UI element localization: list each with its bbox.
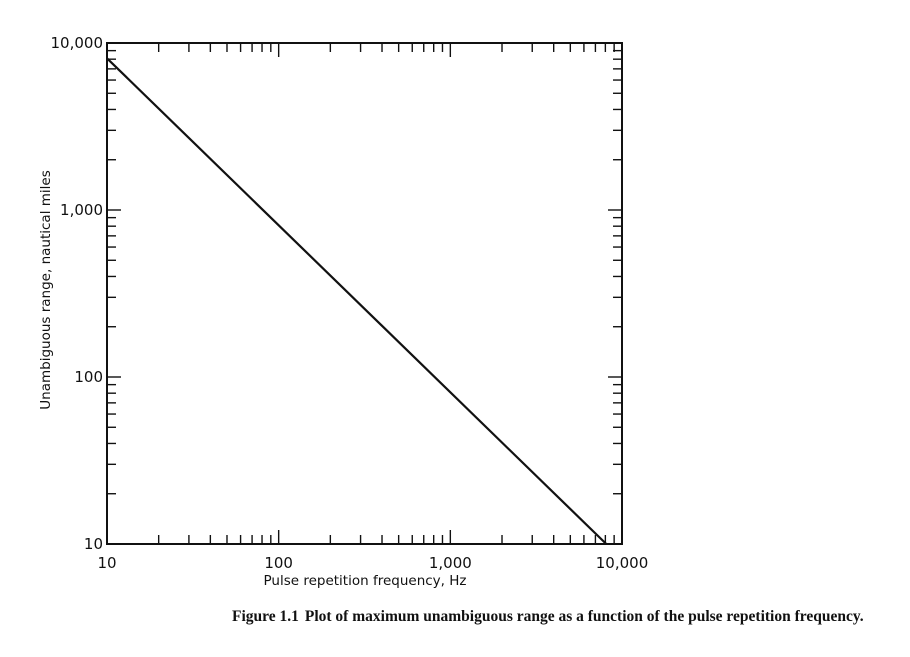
x-tick-label: 100: [264, 554, 293, 572]
figure-caption: Figure 1.1 Plot of maximum unambiguous ra…: [232, 608, 902, 626]
x-axis-label: Pulse repetition frequency, Hz: [263, 573, 466, 589]
x-tick-label: 1,000: [429, 554, 472, 572]
y-axis-ticks: [107, 42, 622, 545]
y-tick-label: 10: [84, 535, 103, 553]
plot-frame: [106, 42, 623, 545]
x-axis-tick-labels: 10 100 1,000 10,000: [97, 554, 648, 572]
figure-number: Figure 1.1: [232, 608, 299, 625]
series-layer: [106, 57, 608, 545]
x-axis-ticks: [106, 43, 623, 544]
x-tick-label: 10: [97, 554, 116, 572]
y-tick-label: 10,000: [51, 34, 104, 52]
y-axis-label: Unambiguous range, nautical miles: [38, 170, 54, 409]
caption-text: Plot of maximum unambiguous range as a f…: [304, 608, 864, 625]
y-tick-label: 100: [74, 368, 103, 386]
series-line: [106, 57, 608, 545]
y-tick-label: 1,000: [60, 201, 103, 219]
y-axis-tick-labels: 10 100 1,000 10,000: [51, 34, 104, 553]
x-tick-label: 10,000: [596, 554, 649, 572]
